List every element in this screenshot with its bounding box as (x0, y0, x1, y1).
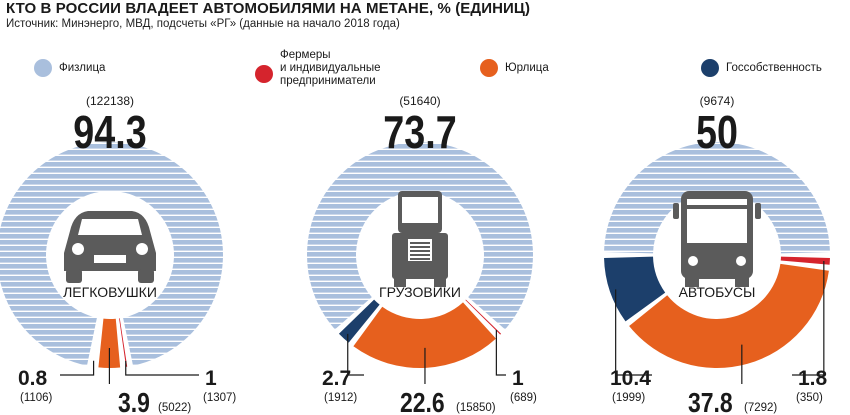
percent-label-individuals: 50 (696, 106, 738, 157)
truck-icon (392, 191, 448, 287)
percent-label-farmers: 1.8 (798, 367, 828, 390)
pie-slice-farmers (781, 257, 830, 265)
donut-chart-2: ГРУЗОВИКИ(51640)73.72.7(1912) 22.6 (15850)… (307, 94, 537, 415)
donut-charts: ЛЕГКОВУШКИ(122138)94.30.8(1106) 3.9 (5022)… (0, 0, 850, 415)
percent-label-legal: 22.6 (400, 388, 445, 415)
count-label-state: (1106) (20, 392, 53, 404)
percent-label-individuals: 94.3 (73, 106, 146, 157)
percent-label-farmers: 1 (512, 367, 524, 390)
count-label-legal: (15850) (456, 402, 496, 414)
percent-label-legal: 37.8 (688, 388, 733, 415)
percent-label-state: 0.8 (18, 367, 48, 390)
category-label: ГРУЗОВИКИ (379, 284, 461, 300)
leader-line-farmers (496, 330, 506, 375)
percent-label-state: 10.4 (610, 367, 651, 390)
count-label-legal: (5022) (158, 402, 191, 414)
category-label: АВТОБУСЫ (679, 284, 756, 300)
count-label-state: (1999) (612, 392, 645, 404)
percent-label-state: 2.7 (322, 367, 351, 390)
donut-chart-1: ЛЕГКОВУШКИ(122138)94.30.8(1106) 3.9 (5022)… (0, 94, 236, 415)
bus-icon (673, 191, 761, 287)
category-label: ЛЕГКОВУШКИ (63, 284, 157, 300)
percent-label-individuals: 73.7 (383, 106, 456, 157)
count-label-state: (1912) (324, 392, 357, 404)
percent-label-farmers: 1 (205, 367, 217, 390)
count-label-legal: (7292) (744, 402, 777, 414)
count-label-farmers: (689) (510, 392, 537, 404)
count-label-farmers: (350) (796, 392, 823, 404)
count-label-farmers: (1307) (203, 392, 236, 404)
percent-label-legal: 3.9 (118, 388, 150, 415)
